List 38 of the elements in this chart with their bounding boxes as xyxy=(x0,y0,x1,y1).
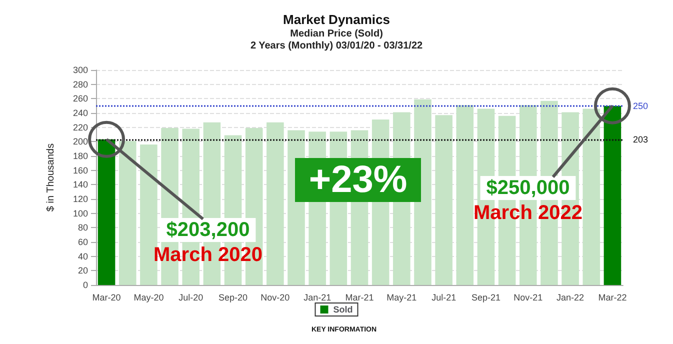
y-tick-label: 100 xyxy=(72,208,88,218)
y-tick-label: 140 xyxy=(72,180,88,190)
y-axis-title: $ in Thousands xyxy=(46,143,56,212)
x-tick-label: Mar-21 xyxy=(345,292,374,302)
annotation: $203,200 March 2020 xyxy=(154,219,262,266)
x-tick-label: Sep-20 xyxy=(218,292,248,302)
y-tick-label: 280 xyxy=(72,79,88,90)
y-tick-label: 0 xyxy=(82,280,88,290)
y-tick-label: 240 xyxy=(72,108,88,118)
chart-title: Market Dynamics xyxy=(283,12,390,27)
y-tick-label: 260 xyxy=(72,94,88,104)
y-tick-label: 160 xyxy=(72,165,88,176)
x-tick-label: Jul-20 xyxy=(178,292,204,302)
y-tick-label: 80 xyxy=(78,222,88,233)
y-tick-label: 300 xyxy=(72,65,88,75)
y-tick-label: 40 xyxy=(78,251,88,262)
annotation: +23% xyxy=(308,159,408,201)
x-tick-label: Jan-22 xyxy=(556,292,584,302)
chart-subtitle: Median Price (Sold) 2 Years (Monthly) 03/01/20 - 03/31/22 xyxy=(250,28,423,52)
y-tick-label: 120 xyxy=(72,194,88,204)
y-tick-label: 220 xyxy=(72,122,88,132)
ref-line-label: 203 xyxy=(633,134,648,145)
x-tick-label: Nov-20 xyxy=(260,292,290,302)
x-tick-label: May-20 xyxy=(134,292,164,302)
annotation: $250,000 March 2022 xyxy=(474,177,582,224)
x-tick-label: Jan-21 xyxy=(304,292,332,302)
legend-label: Sold xyxy=(333,304,353,314)
x-tick-label: Mar-22 xyxy=(598,292,627,302)
x-tick-label: Sep-21 xyxy=(471,292,500,302)
x-tick-label: Jul-21 xyxy=(432,292,456,302)
x-tick-label: Nov-21 xyxy=(514,292,543,302)
y-tick-label: 180 xyxy=(72,151,88,161)
x-tick-label: Mar-20 xyxy=(92,292,121,302)
ref-line-label: 250 xyxy=(633,100,648,111)
x-tick-label: May-21 xyxy=(386,292,417,302)
y-tick-label: 20 xyxy=(78,266,88,276)
y-tick-label: 200 xyxy=(72,136,88,147)
y-tick-label: 60 xyxy=(78,237,88,247)
